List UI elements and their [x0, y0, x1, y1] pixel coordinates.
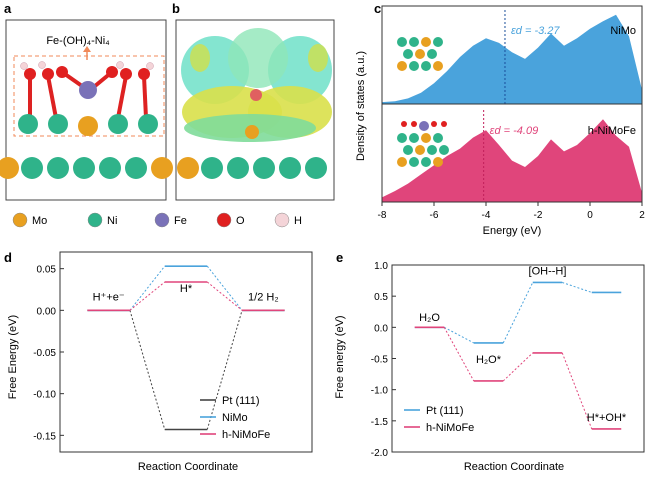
series-name-0: NiMo: [610, 25, 636, 37]
d-ylabel: Free Energy (eV): [7, 315, 19, 399]
bottom-layer-b: [177, 157, 327, 179]
connector-1-0: [129, 265, 166, 311]
ytick-label: 0.00: [37, 306, 57, 317]
up-arrow-head: [83, 46, 91, 52]
legend-label-0: Pt (111): [222, 395, 260, 407]
ytick-label: -0.15: [33, 431, 56, 442]
legend-label-fe: Fe: [174, 215, 187, 227]
c-xtick-label: -8: [378, 210, 387, 221]
fe-atom: [79, 81, 97, 99]
connector-1-2: [561, 352, 593, 430]
e-xlabel: Reaction Coordinate: [464, 461, 564, 473]
connector-0-1: [502, 282, 534, 344]
connector-0-2: [562, 281, 592, 293]
dos-area-nimo: [382, 14, 642, 105]
c-plot: εd = -3.27 NiMo εd = -4.09 h-NiMoFe -8 -6 -4 -2…: [378, 10, 645, 221]
nimo-inset-structure: [397, 37, 443, 71]
legend-label-mo: Mo: [32, 215, 47, 227]
state-label-1: H*: [180, 283, 193, 295]
ytick-label: -1.5: [371, 417, 389, 428]
panel-a-letter: a: [4, 1, 12, 16]
d-xlabel: Reaction Coordinate: [138, 461, 238, 473]
panel-e: e Free energy (eV) 1.0 0.5 0.0 -0.5 -1.0 -1.5…: [334, 250, 645, 473]
state-label-2: [OH--H]: [529, 265, 567, 277]
legend-atom-fe: [154, 212, 170, 228]
legend-label-h: H: [294, 215, 302, 227]
ytick-label: 0.0: [374, 323, 388, 334]
d-band-center-label-1: εd = -4.09: [490, 125, 539, 137]
legend-label-ni: Ni: [107, 215, 117, 227]
ytick-label: -0.5: [371, 355, 389, 366]
bonds: [28, 70, 148, 119]
legend-atom-h: [274, 212, 290, 228]
panel-a: a Fe-(OH)₄-Ni₄: [0, 1, 173, 201]
panel-e-letter: e: [336, 250, 343, 265]
c-xtick-label: -6: [430, 210, 439, 221]
state-label-3: H*+OH*: [587, 412, 627, 424]
legend-label-2: h-NiMoFe: [222, 429, 270, 441]
c-xtick-label: -4: [482, 210, 491, 221]
connector-0-1: [206, 310, 243, 430]
state-label-1: H₂O*: [476, 354, 502, 366]
connector-0-0: [444, 326, 474, 344]
connector-2-0: [129, 281, 166, 311]
fe-oh-ni-label: Fe-(OH)₄-Ni₄: [46, 35, 110, 47]
c-xtick-label: 0: [587, 210, 593, 221]
e-plot: 1.0 0.5 0.0 -0.5 -1.0 -1.5 -2.0 H₂O H₂O* [OH--H] H…: [371, 261, 645, 459]
ytick-label: -0.10: [33, 390, 56, 401]
connector-0-0: [129, 310, 166, 430]
legend-atom-o: [216, 212, 232, 228]
panel-c-letter: c: [374, 1, 381, 16]
panel-b-letter: b: [172, 1, 180, 16]
c-xtick-label: -2: [534, 210, 543, 221]
panel-d: d Free Energy (eV) 0.05 0.00 -0.05 -0.10 -0.…: [4, 250, 313, 473]
dos-area-h-nimofe: [382, 119, 642, 202]
ytick-label: -2.0: [371, 448, 389, 459]
ytick-label: -1.0: [371, 386, 389, 397]
ytick-label: -0.05: [33, 348, 56, 359]
bottom-layer: [0, 157, 173, 179]
legend-atom-ni: [87, 212, 103, 228]
connector-2-1: [206, 281, 243, 311]
oxygen-atoms: [24, 66, 150, 80]
connector-1-1: [502, 352, 534, 382]
ytick-label: 1.0: [374, 261, 388, 272]
c-ylabel: Density of states (a.u.): [355, 51, 367, 161]
d-band-center-label-0: εd = -3.27: [511, 25, 560, 37]
connector-1-1: [206, 265, 243, 311]
d-plot: 0.05 0.00 -0.05 -0.10 -0.15 H⁺+e⁻ H* 1/2 H₂ Pt (…: [33, 251, 313, 453]
hydrogen-atoms: [20, 61, 154, 70]
ytick-label: 0.05: [37, 265, 57, 276]
legend-label-1: h-NiMoFe: [426, 422, 474, 434]
series-name-1: h-NiMoFe: [588, 125, 636, 137]
ytick-label: 0.5: [374, 292, 388, 303]
legend-label-1: NiMo: [222, 412, 248, 424]
state-label-2: 1/2 H₂: [248, 291, 279, 303]
atom-legend: Mo Ni Fe O H: [12, 212, 302, 228]
legend-atom-mo: [12, 212, 28, 228]
nimofe-inset-structure: [397, 121, 449, 167]
c-xlabel: Energy (eV): [483, 225, 542, 237]
state-label-0: H⁺+e⁻: [93, 291, 125, 303]
panel-d-letter: d: [4, 250, 12, 265]
legend-label-o: O: [236, 215, 245, 227]
e-ylabel: Free energy (eV): [334, 315, 346, 398]
panel-b: b: [172, 1, 335, 201]
state-label-0: H₂O: [419, 312, 440, 324]
charge-density-isosurface: [181, 28, 332, 142]
c-xtick-label: 2: [639, 210, 645, 221]
legend-label-0: Pt (111): [426, 405, 464, 417]
ni-layer-top: [18, 114, 158, 136]
highlight-box: [13, 55, 165, 137]
panel-c: c Density of states (a.u.) εd = -3.27 NiM…: [355, 1, 645, 237]
